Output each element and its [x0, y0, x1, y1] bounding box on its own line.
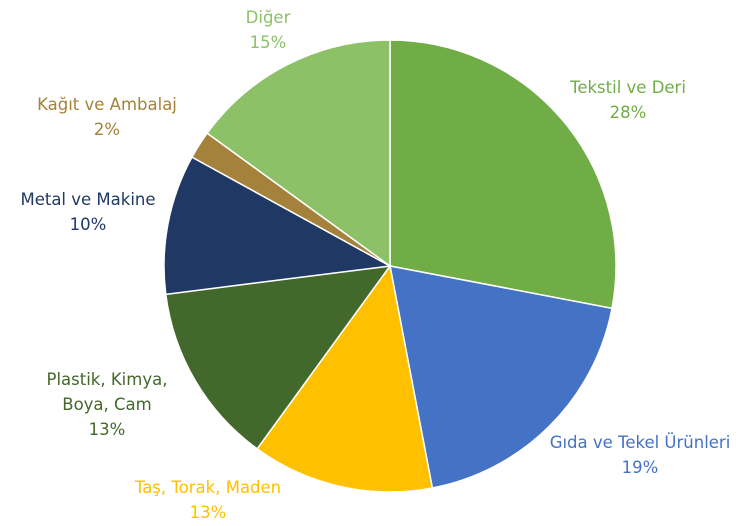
slice-label: Diğer 15%: [246, 5, 291, 55]
value-label: 28%: [609, 103, 647, 122]
category-label: Diğer: [245, 8, 291, 27]
slice-label: Metal ve Makine 10%: [20, 187, 155, 237]
pie-slice: [389, 39, 617, 310]
category-label: Metal ve Makine: [20, 190, 156, 209]
value-label: 13%: [88, 420, 126, 439]
category-label: Kağıt ve Ambalaj: [37, 95, 177, 114]
slice-label: Kağıt ve Ambalaj 2%: [37, 92, 177, 142]
pie-slice: [163, 156, 393, 296]
slice-label: Tekstil ve Deri 28%: [570, 75, 686, 125]
category-label: Plastik, Kimya, Boya, Cam: [46, 370, 168, 414]
pie-slice: [206, 39, 391, 268]
slice-label: Plastik, Kimya, Boya, Cam 13%: [37, 367, 177, 442]
pie-slice: [256, 264, 434, 493]
value-label: 2%: [93, 120, 121, 139]
slice-label: Taş, Torak, Maden 13%: [135, 475, 281, 525]
value-label: 19%: [621, 458, 659, 477]
category-label: Gıda ve Tekel Ürünleri: [549, 433, 731, 452]
category-label: Tekstil ve Deri: [570, 78, 686, 97]
pie-slice: [389, 265, 613, 489]
value-label: 15%: [249, 33, 287, 52]
slice-label: Gıda ve Tekel Ürünleri 19%: [550, 430, 731, 480]
value-label: 13%: [189, 503, 227, 522]
category-label: Taş, Torak, Maden: [134, 478, 282, 497]
value-label: 10%: [69, 215, 107, 234]
pie-slice: [164, 265, 392, 450]
